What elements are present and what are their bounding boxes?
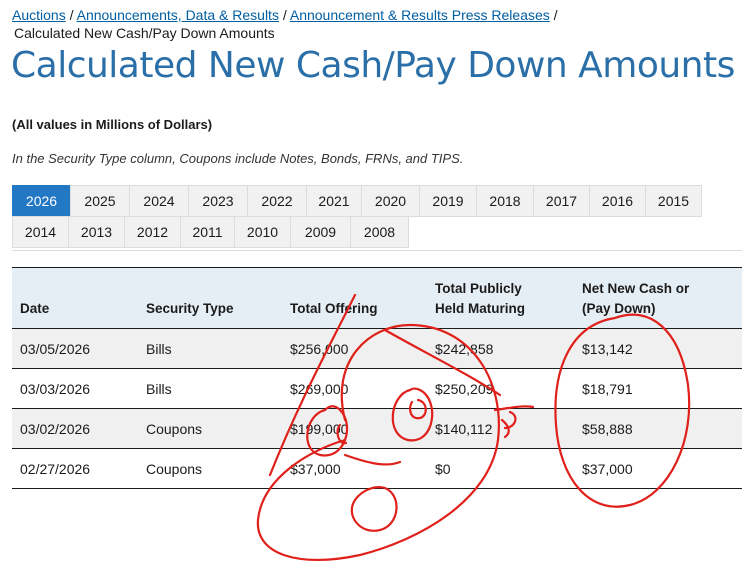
cell-security-type: Coupons: [138, 448, 282, 489]
column-header-net-new-cash: Net New Cash or (Pay Down): [574, 268, 742, 329]
cell-total-offering: $256,000: [282, 328, 427, 369]
cell-held-maturing: $242,858: [427, 328, 574, 369]
column-header-security-type: Security Type: [146, 301, 234, 316]
cell-date: 03/03/2026: [12, 368, 138, 409]
cell-total-offering: $37,000: [282, 448, 427, 489]
cell-held-maturing: $140,112: [427, 408, 574, 449]
cell-held-maturing: $0: [427, 448, 574, 489]
tab-year-2022[interactable]: 2022: [247, 185, 307, 217]
header-line: Total Publicly: [435, 281, 522, 296]
header-line: (Pay Down): [582, 301, 656, 316]
tab-year-2014[interactable]: 2014: [12, 216, 69, 248]
tabs-divider: [12, 250, 742, 251]
cell-total-offering: $269,000: [282, 368, 427, 409]
breadcrumb-separator: /: [553, 7, 558, 23]
breadcrumb-separator: /: [282, 7, 287, 23]
tab-year-2021[interactable]: 2021: [306, 185, 362, 217]
cell-net-new-cash: $18,791: [574, 368, 742, 409]
cell-date: 03/05/2026: [12, 328, 138, 369]
new-cash-table: Date Security Type Total Offering Total …: [12, 267, 742, 489]
tab-year-2019[interactable]: 2019: [419, 185, 477, 217]
table-row: 03/02/2026 Coupons $199,000 $140,112 $58…: [12, 408, 742, 449]
tab-year-2008[interactable]: 2008: [350, 216, 409, 248]
year-tabs: 2026 2025 2024 2023 2022 2021 2020 2019 …: [12, 185, 732, 248]
breadcrumb-current: Calculated New Cash/Pay Down Amounts: [14, 25, 275, 41]
header-line: Held Maturing: [435, 301, 525, 316]
cell-date: 03/02/2026: [12, 408, 138, 449]
coupon-note: In the Security Type column, Coupons inc…: [12, 151, 464, 166]
tab-year-2025[interactable]: 2025: [70, 185, 130, 217]
table-header-row: Date Security Type Total Offering Total …: [12, 267, 742, 329]
tab-year-2009[interactable]: 2009: [290, 216, 351, 248]
tab-year-2024[interactable]: 2024: [129, 185, 189, 217]
column-header-date: Date: [20, 301, 50, 316]
cell-security-type: Coupons: [138, 408, 282, 449]
cell-date: 02/27/2026: [12, 448, 138, 489]
tab-year-2015[interactable]: 2015: [645, 185, 702, 217]
cell-total-offering: $199,000: [282, 408, 427, 449]
cell-held-maturing: $250,209: [427, 368, 574, 409]
cell-net-new-cash: $13,142: [574, 328, 742, 369]
tab-year-2010[interactable]: 2010: [234, 216, 291, 248]
year-tab-row-1: 2026 2025 2024 2023 2022 2021 2020 2019 …: [12, 185, 732, 217]
breadcrumb: Auctions / Announcements, Data & Results…: [12, 6, 558, 42]
table-row: 03/03/2026 Bills $269,000 $250,209 $18,7…: [12, 368, 742, 409]
cell-security-type: Bills: [138, 328, 282, 369]
column-header-held-maturing: Total Publicly Held Maturing: [427, 268, 574, 329]
breadcrumb-link-press-releases[interactable]: Announcement & Results Press Releases: [289, 7, 550, 23]
column-header-total-offering: Total Offering: [290, 301, 378, 316]
tab-year-2020[interactable]: 2020: [361, 185, 420, 217]
tab-year-2026[interactable]: 2026: [12, 185, 71, 217]
cell-security-type: Bills: [138, 368, 282, 409]
tab-year-2011[interactable]: 2011: [180, 216, 235, 248]
tab-year-2012[interactable]: 2012: [124, 216, 181, 248]
cell-net-new-cash: $58,888: [574, 408, 742, 449]
cell-net-new-cash: $37,000: [574, 448, 742, 489]
page-title: Calculated New Cash/Pay Down Amounts: [11, 45, 735, 86]
breadcrumb-link-announcements[interactable]: Announcements, Data & Results: [76, 7, 279, 23]
tab-year-2017[interactable]: 2017: [533, 185, 590, 217]
tab-year-2023[interactable]: 2023: [188, 185, 248, 217]
table-row: 02/27/2026 Coupons $37,000 $0 $37,000: [12, 448, 742, 489]
table-row: 03/05/2026 Bills $256,000 $242,858 $13,1…: [12, 328, 742, 369]
tab-year-2016[interactable]: 2016: [589, 185, 646, 217]
tab-year-2018[interactable]: 2018: [476, 185, 534, 217]
breadcrumb-link-auctions[interactable]: Auctions: [12, 7, 66, 23]
tab-year-2013[interactable]: 2013: [68, 216, 125, 248]
year-tab-row-2: 2014 2013 2012 2011 2010 2009 2008: [12, 216, 732, 248]
header-line: Net New Cash or: [582, 281, 690, 296]
units-note: (All values in Millions of Dollars): [12, 117, 213, 132]
scribble-nose: [350, 486, 398, 532]
breadcrumb-separator: /: [69, 7, 74, 23]
